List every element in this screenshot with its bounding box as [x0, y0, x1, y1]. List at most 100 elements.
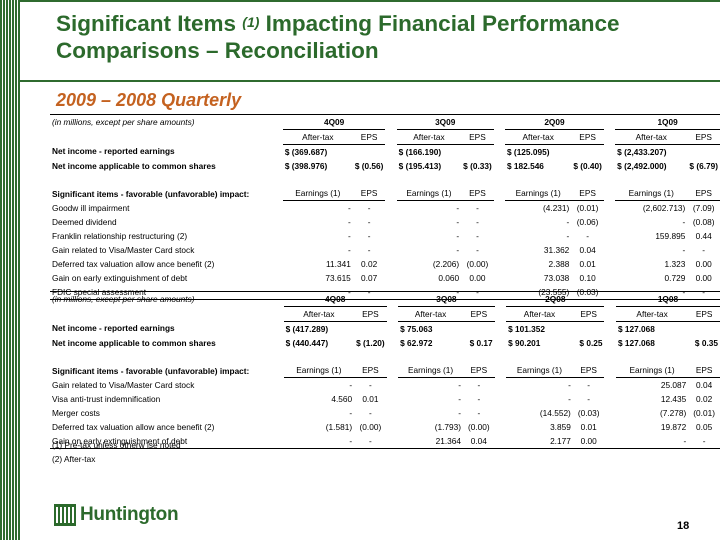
- column-header: EPS: [461, 186, 494, 202]
- column-header: EPS: [352, 129, 386, 145]
- table-cell: -: [587, 394, 591, 405]
- page-subtitle: 2009 – 2008 Quarterly: [56, 90, 242, 110]
- table-cell: [353, 144, 386, 158]
- quarter-header: 1Q08: [615, 291, 720, 307]
- quarter-header: 2Q09: [505, 114, 604, 130]
- column-header: EPS: [688, 363, 720, 379]
- table-cell: -: [348, 231, 351, 242]
- table-cell: $ (166.190): [398, 146, 442, 157]
- table-cell: $ 0.17: [469, 337, 493, 348]
- table-cell: 21.364: [398, 433, 463, 449]
- table-cell: (1.793): [434, 421, 461, 432]
- table-cell: $ (398.976): [284, 160, 328, 171]
- table-cell: $ (2,492.000): [617, 160, 667, 171]
- row-label: Gain on early extinguishment of debt: [52, 272, 188, 283]
- table-row: Merger costs - - - - (14.552) (0.03) (7.278) (0.…: [50, 406, 720, 420]
- table-cell: (4.231): [543, 203, 570, 214]
- quarter-header: 2Q08: [506, 291, 605, 307]
- table-cell: [573, 321, 605, 335]
- table-cell: $ (6.79): [689, 160, 718, 171]
- table-cell: 2.177: [506, 433, 573, 449]
- title-footnote-marker: (1): [242, 14, 260, 30]
- table-cell: -: [367, 244, 371, 255]
- table-row: Franklin relationship restructuring (2) -…: [50, 229, 720, 243]
- column-header: EPS: [571, 129, 604, 145]
- logo-wordmark: Huntington: [80, 504, 179, 525]
- table-cell: -: [458, 394, 461, 405]
- column-header: Earnings (1): [398, 363, 463, 379]
- logo-mark-icon: [54, 504, 76, 526]
- row-label: Net income applicable to common shares: [52, 160, 216, 171]
- table-cell: -: [349, 408, 353, 419]
- column-header: EPS: [461, 129, 494, 145]
- footnotes: (1) Pre-tax unless otherw ise noted (2) …: [52, 438, 181, 466]
- table-cell: [687, 144, 720, 158]
- table-cell: 0.00: [572, 433, 605, 449]
- reconciliation-table-2008: (in millions, except per share amounts) 4…: [50, 291, 720, 449]
- table-cell: 0.44: [695, 231, 712, 242]
- column-header: After-tax: [506, 306, 573, 322]
- table-cell: $ (440.447): [285, 337, 329, 348]
- table-cell: (14.552): [539, 408, 571, 419]
- table-cell: -: [476, 231, 479, 242]
- table-cell: [354, 321, 387, 335]
- page-title: Significant Items (1) Impacting Financia…: [56, 11, 620, 63]
- table-cell: -: [349, 380, 353, 391]
- table-cell: 73.615: [325, 272, 351, 283]
- column-header: EPS: [463, 306, 495, 322]
- table-cell: -: [367, 203, 371, 214]
- column-header: After-tax: [283, 306, 355, 322]
- row-label: Net income applicable to common shares: [52, 337, 216, 348]
- column-header: After-tax: [282, 129, 353, 145]
- table-cell: -: [476, 217, 479, 228]
- table-row: Deferred tax valuation allow ance benefi…: [50, 420, 720, 434]
- row-label: Net income - reported earnings: [52, 323, 175, 334]
- table-cell: (0.01): [576, 203, 599, 214]
- table-cell: $ 0.35: [694, 337, 718, 348]
- table-cell: 0.060: [438, 272, 460, 283]
- table-cell: $ (125.095): [507, 146, 550, 157]
- table-cell: 19.872: [660, 421, 687, 432]
- reconciliation-table-2009: (in millions, except per share amounts) 4…: [50, 114, 720, 300]
- table-cell: -: [702, 244, 706, 255]
- table-cell: 3.859: [550, 421, 571, 432]
- column-header: Earnings (1): [615, 186, 688, 202]
- table-cell: [463, 321, 495, 335]
- column-header: After-tax: [396, 129, 462, 145]
- table-cell: 2.388: [548, 258, 570, 269]
- table-cell: -: [458, 380, 461, 391]
- table-row: Net income applicable to common shares $ …: [50, 336, 720, 350]
- table-cell: -: [682, 217, 686, 228]
- table-cell: 0.01: [579, 258, 596, 269]
- table-cell: 1.323: [664, 258, 686, 269]
- table-cell: -: [566, 231, 570, 242]
- column-header: Earnings (1): [615, 363, 689, 379]
- table-cell: (0.00): [359, 421, 382, 432]
- table-cell: -: [367, 231, 371, 242]
- table-cell: 0.04: [579, 244, 596, 255]
- table-cell: -: [348, 203, 351, 214]
- table-cell: 0.01: [580, 421, 597, 432]
- column-header: EPS: [571, 186, 604, 202]
- table-cell: (2.206): [432, 258, 460, 269]
- table-cell: 73.038: [543, 272, 570, 283]
- table-cell: (0.01): [693, 408, 715, 419]
- column-header: After-tax: [505, 129, 572, 145]
- column-header: Earnings (1): [283, 363, 355, 379]
- section-heading: Significant items - favorable (unfavorab…: [52, 188, 250, 199]
- table-row: Gain related to Visa/Master Card stock - -…: [50, 243, 720, 257]
- column-header: EPS: [352, 186, 386, 202]
- table-cell: -: [477, 380, 481, 391]
- column-header: EPS: [354, 306, 387, 322]
- column-header: Earnings (1): [505, 186, 572, 202]
- table-cell: -: [283, 433, 355, 449]
- row-label: Franklin relationship restructuring (2): [52, 231, 188, 242]
- table-cell: 0.02: [696, 394, 713, 405]
- footnote: (2) After-tax: [52, 454, 96, 464]
- table-cell: (0.00): [467, 421, 490, 432]
- table-cell: $ (0.40): [573, 160, 602, 171]
- quarter-header: 3Q09: [396, 114, 494, 130]
- table-cell: (0.06): [576, 217, 599, 228]
- table-cell: $ (369.687): [284, 146, 328, 157]
- table-row: Deemed dividend - - - - - (0.06) - (0.08): [50, 215, 720, 229]
